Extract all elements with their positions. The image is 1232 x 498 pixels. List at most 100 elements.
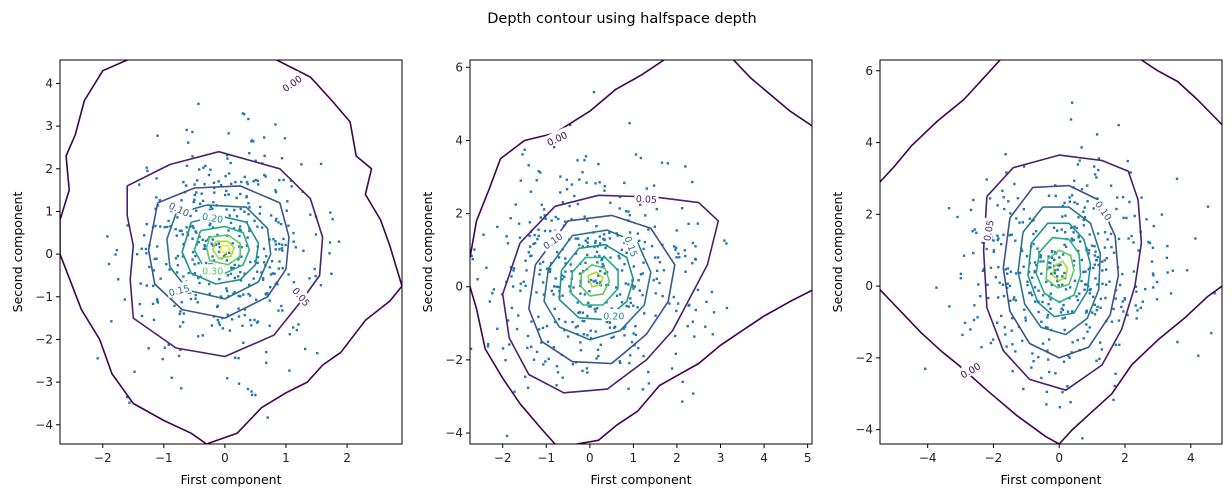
scatter-point <box>237 315 241 318</box>
scatter-point <box>189 214 192 218</box>
scatter-point <box>230 318 234 321</box>
scatter-point <box>245 180 249 184</box>
scatter-point <box>510 306 514 310</box>
scatter-point <box>581 369 584 372</box>
scatter-point <box>973 228 976 231</box>
scatter-point <box>1135 317 1138 320</box>
scatter-point <box>154 207 157 210</box>
y-tick-label: 2 <box>45 162 53 176</box>
scatter-point <box>278 248 281 251</box>
scatter-point <box>1042 260 1045 263</box>
scatter-point <box>1139 306 1142 309</box>
scatter-point <box>189 297 193 301</box>
scatter-point <box>566 335 570 338</box>
scatter-point <box>491 292 494 295</box>
scatter-point <box>617 254 620 258</box>
scatter-point <box>216 233 219 237</box>
scatter-point <box>554 215 557 219</box>
scatter-point <box>243 314 246 317</box>
scatter-point <box>561 274 564 277</box>
scatter-point <box>1078 292 1081 295</box>
scatter-point <box>269 214 273 217</box>
scatter-point <box>552 145 556 149</box>
scatter-point <box>597 274 600 277</box>
scatter-point <box>482 233 485 236</box>
scatter-point <box>239 295 242 298</box>
scatter-point <box>529 245 532 248</box>
scatter-point <box>280 157 284 160</box>
scatter-point <box>1011 370 1014 373</box>
scatter-point <box>1105 283 1108 286</box>
scatter-point <box>565 178 569 181</box>
contour-label-bg <box>278 70 305 95</box>
scatter-point <box>522 280 525 283</box>
y-tick-label: 2 <box>455 207 463 221</box>
scatter-point <box>203 244 206 247</box>
scatter-point <box>1077 216 1080 219</box>
scatter-point <box>145 284 148 287</box>
scatter-point <box>593 307 597 311</box>
scatter-point <box>976 316 979 319</box>
scatter-point <box>144 247 148 251</box>
x-tick-label: 0 <box>1055 451 1063 465</box>
scatter-point <box>194 297 197 300</box>
scatter-point <box>1134 285 1138 288</box>
scatter-point <box>1099 297 1103 301</box>
scatter-point <box>569 123 572 127</box>
scatter-point <box>1133 214 1136 218</box>
scatter-point <box>672 245 676 248</box>
scatter-point <box>151 302 155 306</box>
scatter-point <box>704 325 707 328</box>
scatter-point <box>1009 299 1012 302</box>
scatter-point <box>519 289 522 292</box>
scatter-point <box>1137 249 1140 252</box>
contour-label-group: 0.20 <box>601 309 626 323</box>
scatter-point <box>246 182 249 186</box>
scatter-point <box>1121 195 1125 199</box>
scatter-point <box>241 112 244 115</box>
scatter-point <box>1194 237 1197 240</box>
contour-line-0-35 <box>1051 260 1069 282</box>
scatter-point <box>240 180 243 184</box>
scatter-point <box>180 229 183 233</box>
scatter-point <box>1062 360 1066 363</box>
scatter-point <box>1093 165 1096 168</box>
scatter-point <box>542 208 546 211</box>
scatter-point <box>1050 272 1053 275</box>
scatter-point <box>947 207 951 210</box>
scatter-point <box>1046 349 1049 352</box>
scatter-point <box>1049 307 1052 310</box>
scatter-point <box>597 162 600 166</box>
scatter-point <box>1082 337 1085 340</box>
scatter-point <box>533 242 537 245</box>
scatter-point <box>182 243 185 246</box>
scatter-point <box>684 165 687 168</box>
scatter-point <box>988 197 992 200</box>
scatter-point <box>263 136 266 139</box>
scatter-point <box>287 224 290 227</box>
scatter-point <box>583 293 587 296</box>
scatter-point <box>629 301 632 305</box>
scatter-point <box>691 320 695 323</box>
y-tick-label: −1 <box>35 290 53 304</box>
scatter-point <box>1071 341 1074 344</box>
scatter-point <box>991 338 995 341</box>
scatter-point <box>1022 165 1026 168</box>
scatter-point <box>1110 245 1113 249</box>
scatter-point <box>274 191 278 194</box>
scatter-point <box>284 243 287 247</box>
scatter-point <box>274 123 277 126</box>
scatter-point <box>1041 300 1044 304</box>
scatter-point <box>1103 259 1106 262</box>
scatter-point <box>1045 390 1049 394</box>
contour-line-0-15 <box>166 204 272 300</box>
scatter-point <box>1185 269 1189 272</box>
scatter-point <box>1160 213 1164 216</box>
scatter-point <box>618 257 621 260</box>
scatter-point <box>1062 304 1065 307</box>
scatter-point <box>319 162 323 166</box>
scatter-point <box>604 246 607 250</box>
scatter-point <box>192 226 195 230</box>
scatter-point <box>660 161 664 164</box>
scatter-point <box>1070 237 1073 240</box>
